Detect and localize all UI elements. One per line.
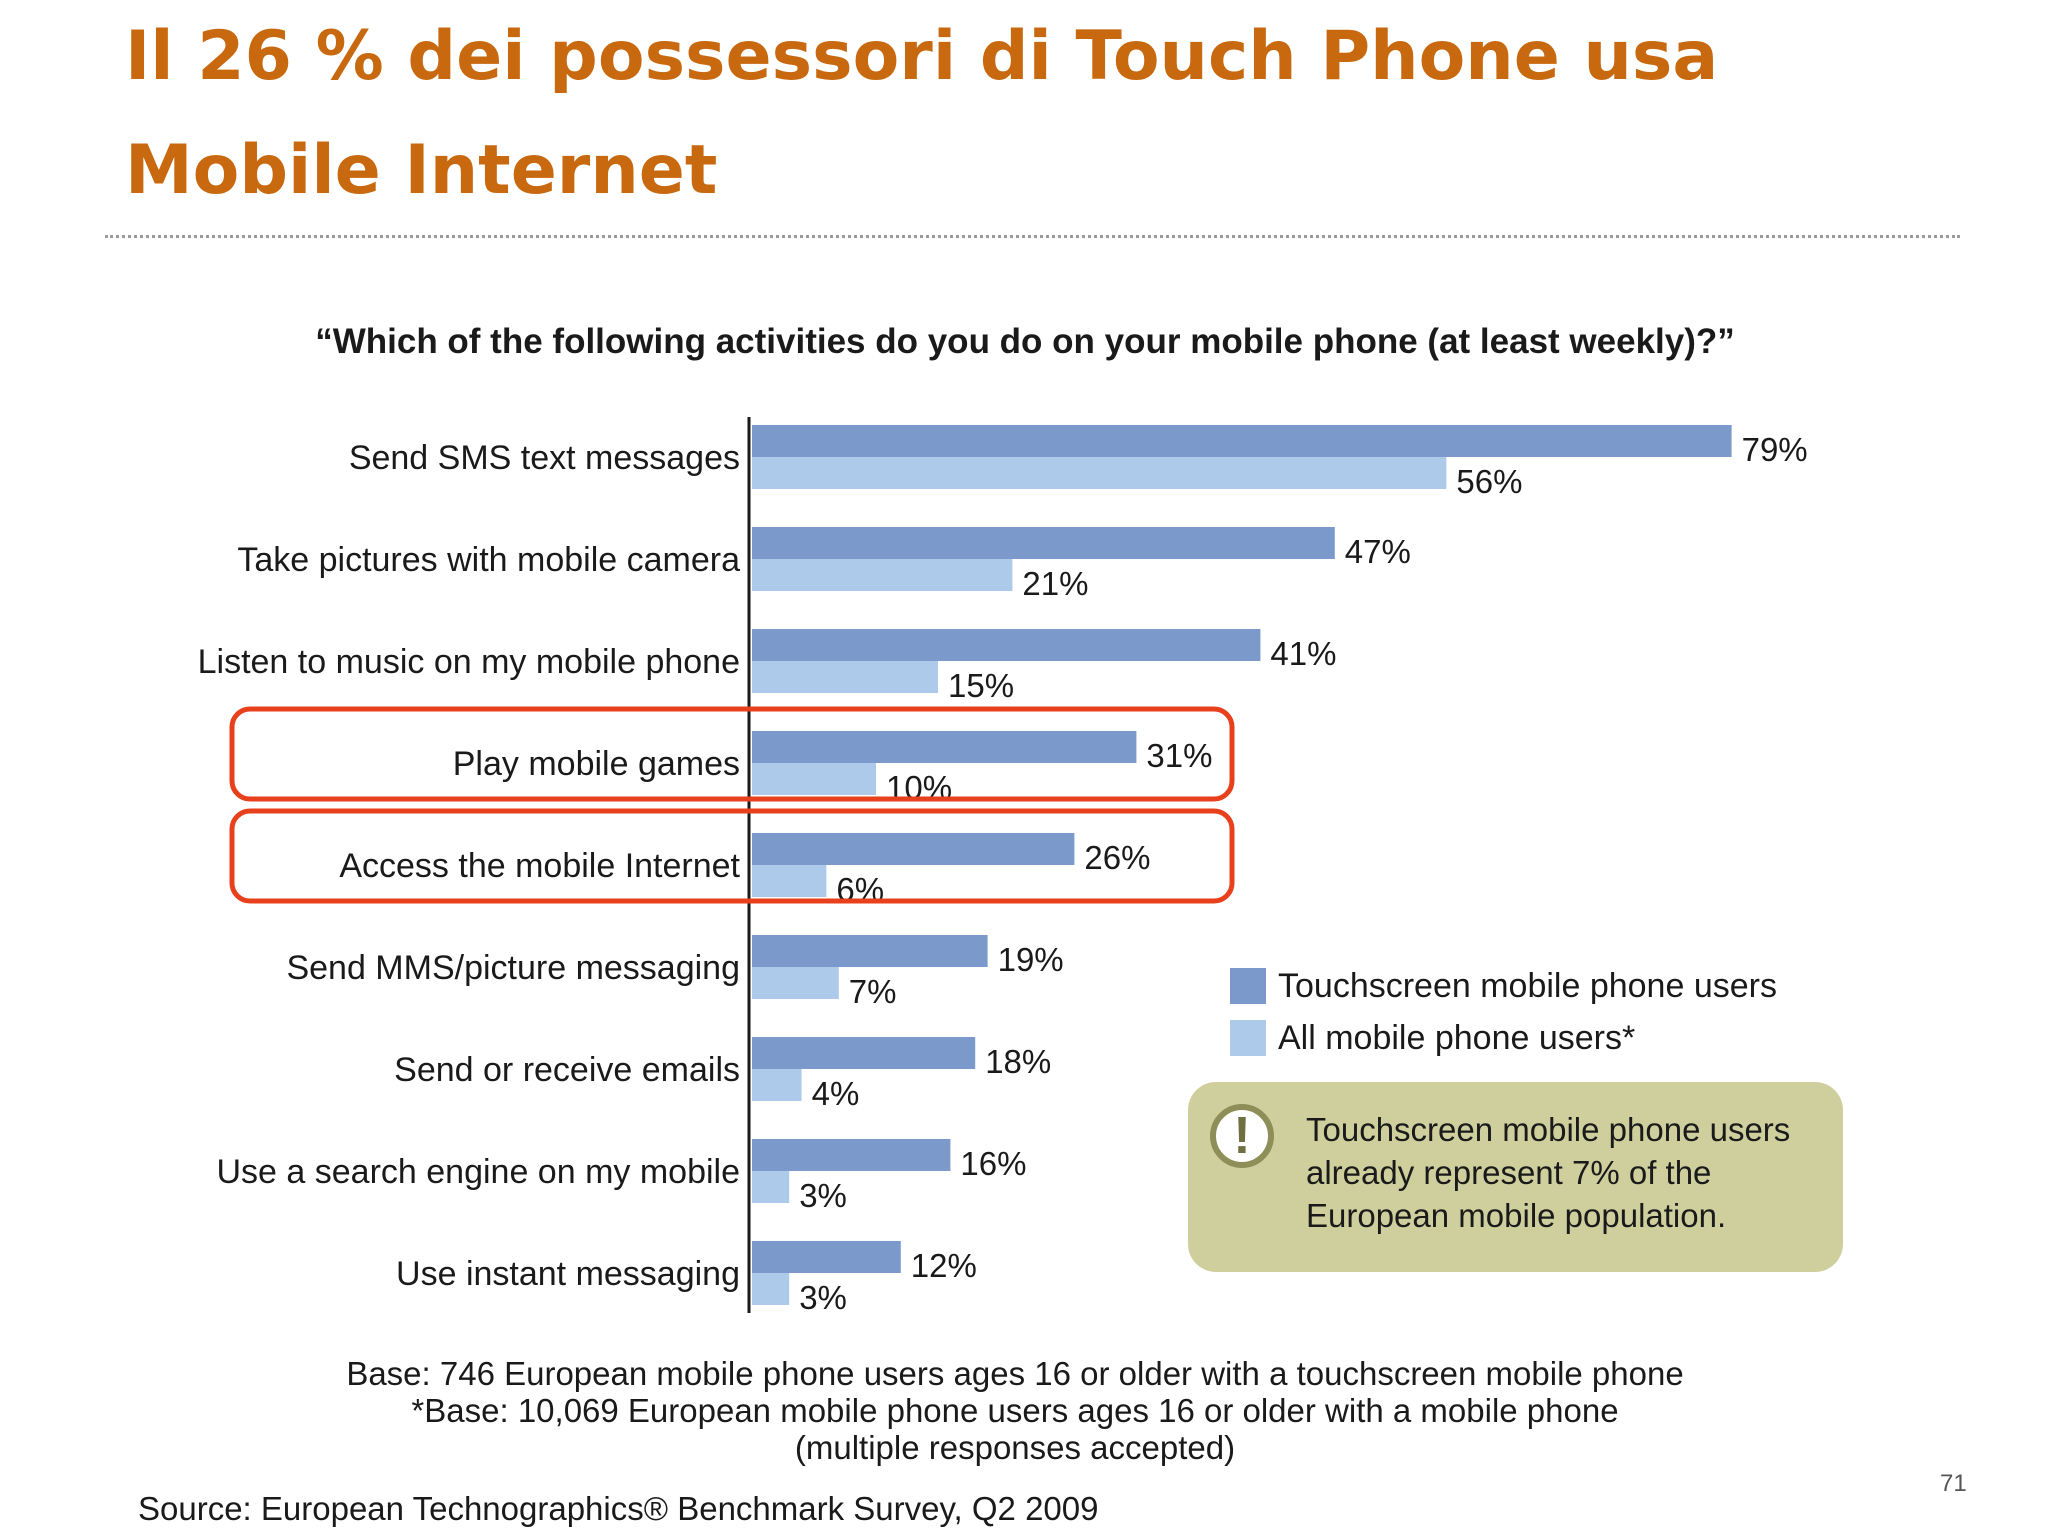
legend-label-touchscreen: Touchscreen mobile phone users xyxy=(1278,966,1777,1005)
legend-item-touchscreen: Touchscreen mobile phone users xyxy=(1230,960,1777,1012)
legend-swatch-all-users xyxy=(1230,1020,1266,1056)
chart-legend: Touchscreen mobile phone users All mobil… xyxy=(1230,960,1777,1064)
bar-use-instant-messaging-touchscreen xyxy=(752,1241,901,1273)
bar-send-or-receive-emails-all-users xyxy=(752,1069,802,1101)
value-label-use-a-search-engine-on-my-mobile-touchscreen: 16% xyxy=(960,1145,1026,1182)
category-label-take-pictures-with-mobile-camera: Take pictures with mobile camera xyxy=(237,541,740,579)
bar-chart: Send SMS text messages 79% 56% Take picture… xyxy=(198,417,1808,1316)
bar-send-mms-picture-messaging-all-users xyxy=(752,967,839,999)
value-label-play-mobile-games-touchscreen: 31% xyxy=(1146,737,1212,774)
bar-send-or-receive-emails-touchscreen xyxy=(752,1037,976,1069)
category-label-send-or-receive-emails: Send or receive emails xyxy=(394,1051,740,1089)
category-label-play-mobile-games: Play mobile games xyxy=(453,745,740,783)
bar-take-pictures-with-mobile-camera-touchscreen xyxy=(752,527,1335,559)
category-label-use-instant-messaging: Use instant messaging xyxy=(396,1255,740,1293)
chart-question: “Which of the following activities do yo… xyxy=(315,322,1735,361)
source-citation: Source: European Technographics® Benchma… xyxy=(138,1490,1099,1527)
bar-use-a-search-engine-on-my-mobile-touchscreen xyxy=(752,1139,951,1171)
value-label-send-or-receive-emails-all-users: 4% xyxy=(812,1075,860,1112)
bar-access-the-mobile-internet-all-users xyxy=(752,865,827,897)
bar-listen-to-music-on-my-mobile-phone-all-users xyxy=(752,661,938,693)
bar-use-a-search-engine-on-my-mobile-all-users xyxy=(752,1171,790,1203)
bar-access-the-mobile-internet-touchscreen xyxy=(752,833,1075,865)
callout-note: ! Touchscreen mobile phone users already… xyxy=(1188,1082,1843,1272)
value-label-use-instant-messaging-all-users: 3% xyxy=(799,1279,847,1316)
value-label-send-mms-picture-messaging-touchscreen: 19% xyxy=(998,941,1064,978)
base-footnote: Base: 746 European mobile phone users ag… xyxy=(200,1355,1830,1466)
highlight-box-play-mobile-games xyxy=(229,706,1235,802)
title-divider xyxy=(105,235,1960,238)
category-label-send-mms-picture-messaging: Send MMS/picture messaging xyxy=(286,949,740,987)
value-label-send-or-receive-emails-touchscreen: 18% xyxy=(985,1043,1051,1080)
value-label-send-mms-picture-messaging-all-users: 7% xyxy=(849,973,897,1010)
bar-take-pictures-with-mobile-camera-all-users xyxy=(752,559,1013,591)
value-label-listen-to-music-on-my-mobile-phone-touchscreen: 41% xyxy=(1270,635,1336,672)
category-label-send-sms-text-messages: Send SMS text messages xyxy=(349,439,740,477)
base-line-2: *Base: 10,069 European mobile phone user… xyxy=(411,1392,1619,1429)
value-label-use-a-search-engine-on-my-mobile-all-users: 3% xyxy=(799,1177,847,1214)
value-label-send-sms-text-messages-touchscreen: 79% xyxy=(1742,431,1808,468)
bar-send-mms-picture-messaging-touchscreen xyxy=(752,935,988,967)
highlight-box-access-the-mobile-internet xyxy=(229,808,1235,904)
base-line-1: Base: 746 European mobile phone users ag… xyxy=(346,1355,1684,1392)
bar-listen-to-music-on-my-mobile-phone-touchscreen xyxy=(752,629,1261,661)
category-label-use-a-search-engine-on-my-mobile: Use a search engine on my mobile xyxy=(217,1153,741,1191)
bar-use-instant-messaging-all-users xyxy=(752,1273,790,1305)
page-number: 71 xyxy=(1940,1470,1967,1497)
exclamation-icon: ! xyxy=(1210,1104,1274,1168)
bar-send-sms-text-messages-all-users xyxy=(752,457,1447,489)
value-label-take-pictures-with-mobile-camera-all-users: 21% xyxy=(1022,565,1088,602)
legend-swatch-touchscreen xyxy=(1230,968,1266,1004)
bar-play-mobile-games-touchscreen xyxy=(752,731,1137,763)
legend-label-all-users: All mobile phone users* xyxy=(1278,1018,1636,1057)
category-label-access-the-mobile-internet: Access the mobile Internet xyxy=(339,847,740,885)
value-label-send-sms-text-messages-all-users: 56% xyxy=(1456,463,1522,500)
value-label-take-pictures-with-mobile-camera-touchscreen: 47% xyxy=(1345,533,1411,570)
value-label-access-the-mobile-internet-touchscreen: 26% xyxy=(1084,839,1150,876)
bar-play-mobile-games-all-users xyxy=(752,763,876,795)
legend-item-all-users: All mobile phone users* xyxy=(1230,1012,1777,1064)
value-label-use-instant-messaging-touchscreen: 12% xyxy=(911,1247,977,1284)
callout-text: Touchscreen mobile phone users already r… xyxy=(1306,1111,1791,1234)
slide-title: Il 26 % dei possessori di Touch Phone us… xyxy=(125,17,1719,210)
value-label-listen-to-music-on-my-mobile-phone-all-users: 15% xyxy=(948,667,1014,704)
base-line-3: (multiple responses accepted) xyxy=(794,1429,1236,1466)
category-label-listen-to-music-on-my-mobile-phone: Listen to music on my mobile phone xyxy=(198,643,740,681)
bar-send-sms-text-messages-touchscreen xyxy=(752,425,1732,457)
